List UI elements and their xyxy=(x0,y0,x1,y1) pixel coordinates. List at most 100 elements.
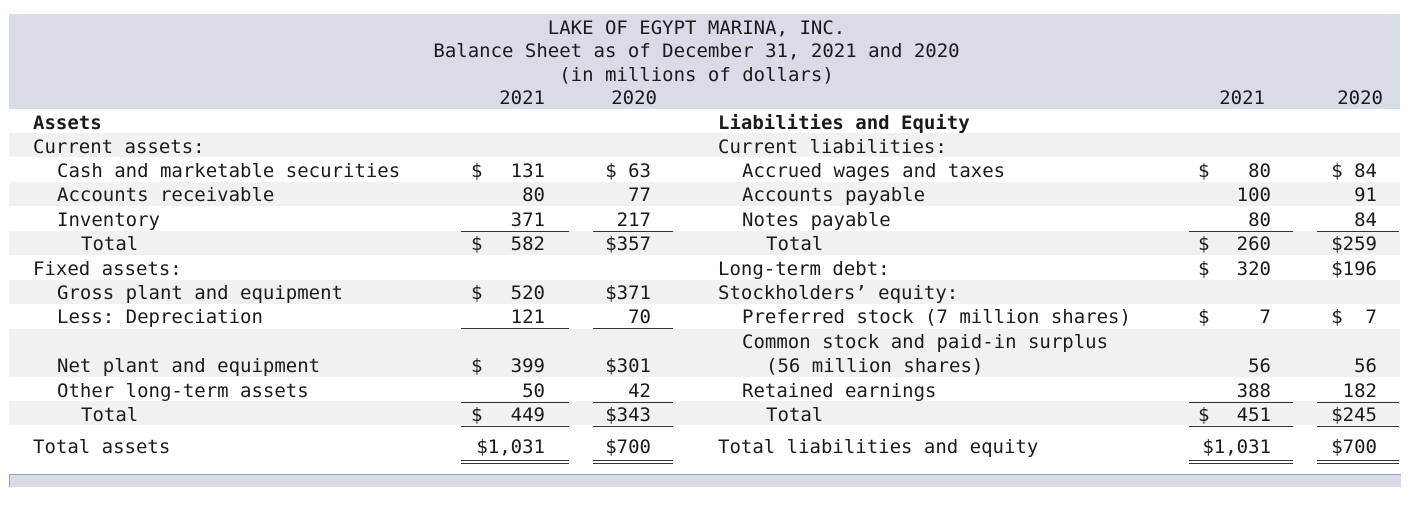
current-assets-total-label: Total xyxy=(81,233,139,255)
preferred-stock-label: Preferred stock (7 million shares) xyxy=(742,306,1131,328)
cash-2020: $ 63 xyxy=(605,160,651,182)
equity-total-2021-currency: $ xyxy=(1198,404,1210,426)
row-stripe xyxy=(9,133,1400,157)
net-plant-label: Net plant and equipment xyxy=(57,355,321,377)
units-note: (in millions of dollars) xyxy=(559,64,834,86)
accounts-payable-label: Accounts payable xyxy=(742,184,926,206)
subtotal-rule xyxy=(1189,426,1293,427)
common-stock-2020: 56 xyxy=(1354,355,1377,377)
subtotal-rule xyxy=(461,426,569,427)
liabilities-heading: Liabilities and Equity xyxy=(718,112,970,134)
row-stripe xyxy=(9,231,1400,255)
current-assets-heading: Current assets: xyxy=(33,136,205,158)
preferred-stock-2021-currency: $ xyxy=(1198,306,1210,328)
common-stock-label: Common stock and paid-in surplus xyxy=(742,331,1109,353)
preferred-stock-2021: 7 xyxy=(1259,306,1271,328)
ar-2020: 77 xyxy=(628,184,651,206)
equity-total-2021: 451 xyxy=(1236,404,1271,426)
total-liabilities-equity-label: Total liabilities and equity xyxy=(718,436,1039,458)
other-lt-assets-2020: 42 xyxy=(628,380,651,402)
accounts-payable-2021: 100 xyxy=(1236,184,1271,206)
subtotal-rule xyxy=(593,402,673,403)
cash-label: Cash and marketable securities xyxy=(57,160,401,182)
net-plant-2020: $301 xyxy=(605,355,651,377)
long-term-debt-2021: 320 xyxy=(1236,258,1271,280)
row-stripe xyxy=(9,280,1400,304)
long-term-debt-2021-currency: $ xyxy=(1198,258,1210,280)
footer-bar xyxy=(9,474,1401,487)
ar-2021: 80 xyxy=(522,184,545,206)
company-name: LAKE OF EGYPT MARINA, INC. xyxy=(547,17,846,39)
current-liabilities-heading: Current liabilities: xyxy=(718,136,947,158)
equity-total-2020: $245 xyxy=(1331,404,1377,426)
col-header-2020-liab: 2020 xyxy=(1337,87,1383,109)
double-rule xyxy=(1189,460,1293,461)
gross-plant-label: Gross plant and equipment xyxy=(57,282,343,304)
gross-plant-2021: 520 xyxy=(510,282,545,304)
subtotal-rule xyxy=(1189,402,1293,403)
depreciation-2020: 70 xyxy=(628,306,651,328)
fixed-assets-heading: Fixed assets: xyxy=(33,258,182,280)
accrued-wages-2021-currency: $ xyxy=(1198,160,1210,182)
notes-payable-label: Notes payable xyxy=(742,209,891,231)
other-lt-assets-2021: 50 xyxy=(522,380,545,402)
header-band xyxy=(9,14,1400,109)
col-header-2021-liab: 2021 xyxy=(1219,87,1265,109)
total-assets-label: Total assets xyxy=(33,436,171,458)
subtotal-rule xyxy=(461,328,569,329)
inventory-2021: 371 xyxy=(510,209,545,231)
net-plant-2021-currency: $ xyxy=(471,355,483,377)
double-rule xyxy=(593,463,673,464)
subtotal-rule xyxy=(1317,402,1399,403)
double-rule xyxy=(1317,463,1399,464)
col-header-2021-assets: 2021 xyxy=(499,87,545,109)
balance-sheet-table: LAKE OF EGYPT MARINA, INC. Balance Sheet… xyxy=(9,14,1400,470)
net-plant-2021: 399 xyxy=(510,355,545,377)
subtotal-rule xyxy=(461,402,569,403)
double-rule xyxy=(1189,463,1293,464)
equity-total-label: Total xyxy=(766,404,824,426)
current-assets-total-2020: $357 xyxy=(605,233,651,255)
other-lt-assets-label: Other long-term assets xyxy=(57,380,309,402)
double-rule xyxy=(1317,460,1399,461)
double-rule xyxy=(461,463,569,464)
cash-2021-currency: $ xyxy=(471,160,483,182)
current-liabilities-total-2021: 260 xyxy=(1236,233,1271,255)
statement-title: Balance Sheet as of December 31, 2021 an… xyxy=(433,40,960,62)
row-stripe xyxy=(9,329,1400,377)
accrued-wages-2020: $ 84 xyxy=(1331,160,1377,182)
fixed-assets-total-2021-currency: $ xyxy=(471,404,483,426)
subtotal-rule xyxy=(1317,231,1399,232)
subtotal-rule xyxy=(593,328,673,329)
current-liabilities-total-label: Total xyxy=(766,233,824,255)
total-assets-2021: $1,031 xyxy=(476,436,545,458)
subtotal-rule xyxy=(1189,231,1293,232)
subtotal-rule xyxy=(593,231,673,232)
total-assets-2020: $700 xyxy=(605,436,651,458)
depreciation-2021: 121 xyxy=(510,306,545,328)
current-liabilities-total-2020: $259 xyxy=(1331,233,1377,255)
row-stripe xyxy=(9,401,1400,425)
retained-earnings-2020: 182 xyxy=(1342,380,1377,402)
fixed-assets-total-2020: $343 xyxy=(605,404,651,426)
subtotal-rule xyxy=(593,426,673,427)
subtotal-rule xyxy=(461,231,569,232)
ar-label: Accounts receivable xyxy=(57,184,275,206)
common-stock-shares-label: (56 million shares) xyxy=(766,355,984,377)
common-stock-2021: 56 xyxy=(1248,355,1271,377)
fixed-assets-total-label: Total xyxy=(81,404,139,426)
subtotal-rule xyxy=(1317,426,1399,427)
accrued-wages-2021: 80 xyxy=(1248,160,1271,182)
accrued-wages-label: Accrued wages and taxes xyxy=(742,160,1006,182)
fixed-assets-total-2021: 449 xyxy=(510,404,545,426)
assets-heading: Assets xyxy=(33,112,102,134)
double-rule xyxy=(461,460,569,461)
gross-plant-2021-currency: $ xyxy=(471,282,483,304)
preferred-stock-2020: $ 7 xyxy=(1331,306,1377,328)
retained-earnings-2021: 388 xyxy=(1236,380,1271,402)
col-header-2020-assets: 2020 xyxy=(611,87,657,109)
total-liabilities-equity-2020: $700 xyxy=(1331,436,1377,458)
long-term-debt-label: Long-term debt: xyxy=(718,258,890,280)
inventory-2020: 217 xyxy=(616,209,651,231)
current-assets-total-2021: 582 xyxy=(510,233,545,255)
